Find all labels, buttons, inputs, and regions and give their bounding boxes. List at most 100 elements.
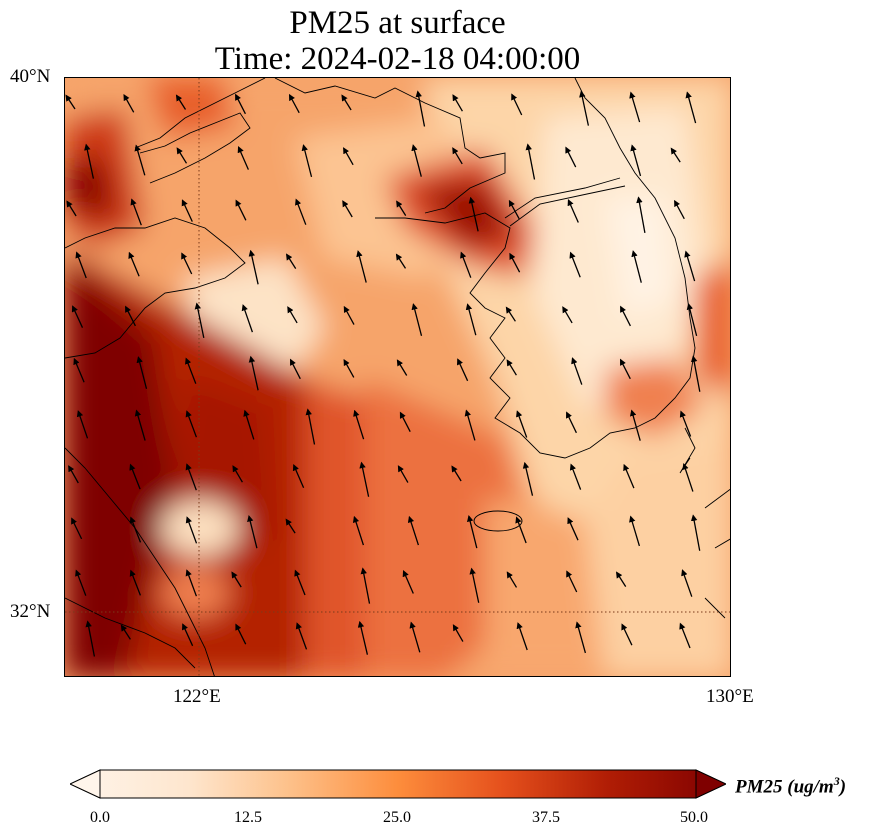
wind-arrow <box>71 305 84 328</box>
wind-arrow <box>620 358 631 380</box>
wind-arrow <box>292 464 305 488</box>
colorbar <box>70 769 726 799</box>
wind-arrow <box>343 147 354 166</box>
wind-arrow <box>294 569 306 596</box>
wind-arrow <box>686 303 698 337</box>
wind-arrow <box>690 355 701 392</box>
wind-arrow <box>248 249 259 285</box>
wind-arrow <box>235 93 246 115</box>
wind-arrow <box>237 146 249 170</box>
wind-arrow <box>409 621 421 653</box>
liaodong-peninsula <box>139 112 251 184</box>
wind-arrow <box>305 408 316 445</box>
wind-arrow <box>690 514 701 551</box>
wind-arrow <box>681 569 693 597</box>
wind-arrow <box>76 410 89 439</box>
wind-arrow <box>630 144 642 177</box>
wind-arrow <box>235 623 247 645</box>
wind-arrow <box>231 571 242 588</box>
colorbar-label-close: ) <box>839 776 847 798</box>
wind-arrow <box>75 251 87 279</box>
wind-arrow <box>566 411 577 434</box>
wind-arrow <box>411 144 422 177</box>
wind-arrow <box>457 358 469 382</box>
wind-arrow <box>194 302 205 339</box>
wind-arrow <box>506 359 517 376</box>
coastlines <box>65 78 730 676</box>
wind-arrow <box>123 93 135 113</box>
wind-arrow <box>509 252 521 273</box>
wind-arrow <box>301 144 313 178</box>
colorbar-max-extend <box>695 769 726 799</box>
wind-arrow <box>402 570 414 594</box>
wind-arrow <box>75 569 87 596</box>
wind-arrow <box>68 465 79 484</box>
wind-arrow <box>575 621 587 654</box>
pm25-concentration-field <box>65 78 730 676</box>
wind-arrow <box>130 198 142 226</box>
wind-arrow <box>120 624 131 640</box>
wind-arrow <box>616 571 627 587</box>
wind-arrow <box>516 410 528 438</box>
wind-arrow <box>679 622 691 649</box>
wind-arrow <box>452 147 463 165</box>
korean-peninsula-coast <box>375 78 696 459</box>
wind-arrow <box>248 355 259 391</box>
jeju-island <box>473 510 523 532</box>
lon-label-130e: 130°E <box>706 686 754 707</box>
wind-arrow <box>525 143 536 180</box>
wind-arrow <box>399 411 411 432</box>
wind-arrow <box>343 358 355 378</box>
wind-arrow <box>565 146 577 168</box>
wind-arrow <box>452 94 463 112</box>
wind-arrow <box>685 91 697 124</box>
wind-arrow <box>286 253 297 269</box>
wind-arrow <box>569 463 582 490</box>
wind-arrow <box>451 465 462 482</box>
wind-arrow <box>352 515 365 546</box>
colorbar-tick: 50.0 <box>680 809 708 826</box>
wind-arrow <box>515 516 527 544</box>
wind-arrow <box>567 517 579 541</box>
wind-arrow <box>631 250 642 283</box>
wind-arrow <box>243 409 255 440</box>
lon-label-122e: 122°E <box>173 686 221 707</box>
wind-arrow <box>460 251 472 278</box>
wind-arrow <box>360 567 371 604</box>
liaoning-korea-border-coast <box>274 78 506 214</box>
wind-arrow <box>679 410 692 437</box>
liaodong-coast <box>134 78 266 149</box>
wind-arrow <box>125 305 136 327</box>
wind-arrow <box>469 567 480 603</box>
colorbar-tick: 25.0 <box>383 809 411 826</box>
wind-arrow <box>621 623 633 646</box>
wind-arrow <box>247 515 258 549</box>
wind-arrow <box>511 93 523 116</box>
wind-arrow <box>181 252 193 275</box>
wind-arrow <box>522 461 534 496</box>
colorbar-label-main: PM25 (ug/m <box>735 776 834 798</box>
yangtze-estuary <box>65 597 196 669</box>
wind-arrow <box>505 306 516 322</box>
wind-arrow <box>397 465 409 483</box>
colorbar-label-exponent: 3 <box>833 774 840 788</box>
wind-arrow <box>629 409 641 441</box>
wind-arrow <box>353 409 365 440</box>
wind-arrow <box>129 463 141 490</box>
shandong-peninsula <box>65 217 246 359</box>
wind-arrow <box>452 624 464 642</box>
wind-arrow <box>175 94 187 110</box>
map-time-subtitle: Time: 2024-02-18 04:00:00 <box>214 41 581 77</box>
colorbar-gradient <box>70 769 726 799</box>
wind-arrow <box>290 358 301 380</box>
wind-arrow <box>359 461 370 497</box>
map-panel <box>64 77 731 677</box>
kyushu-coast <box>704 488 730 619</box>
wind-arrow <box>185 569 198 597</box>
wind-arrow <box>341 94 352 111</box>
wind-arrow <box>288 93 300 114</box>
wind-arrow <box>629 91 641 123</box>
gridlines <box>65 78 730 676</box>
wind-arrow <box>508 199 520 220</box>
wind-arrow <box>620 305 631 327</box>
